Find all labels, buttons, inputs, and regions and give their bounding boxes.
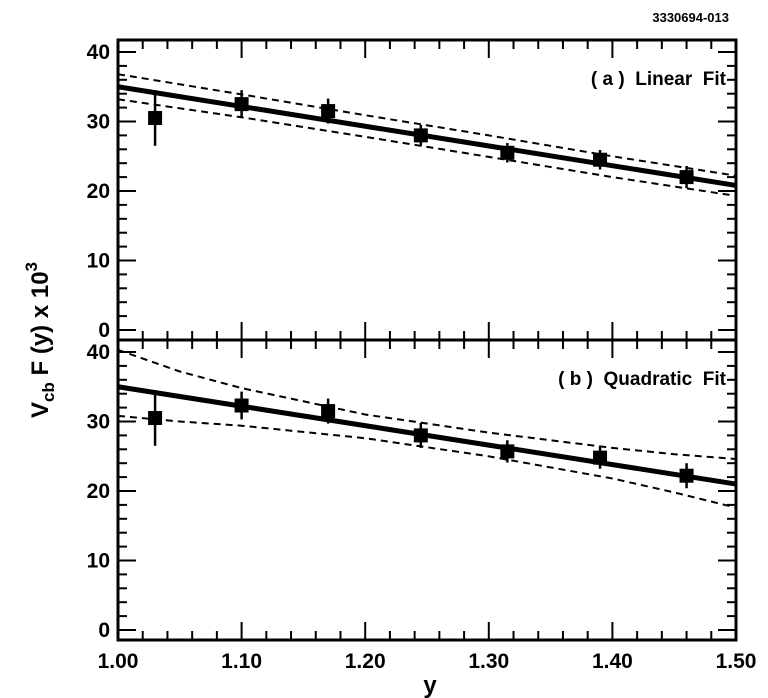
panel-b-data-point (234, 398, 249, 413)
y-axis-title-sub: cb (39, 382, 58, 402)
x-tick-label: 1.40 (592, 650, 633, 673)
panel-b-band-lower (117, 414, 737, 509)
panel-a-data-point (234, 97, 249, 112)
panel-a-linear-fit: 0 10 20 30 40 ( a ) Linear Fit (87, 38, 738, 342)
panel-b-y-tick-label: 30 (87, 411, 110, 434)
x-tick-label: 1.30 (468, 650, 509, 673)
panel-a-y-tick-label: 40 (87, 41, 110, 64)
panel-a-y-tick-label: 30 (87, 111, 110, 134)
y-axis-title: Vcb F (y) x 103 (22, 262, 58, 418)
panel-b-data-point (679, 468, 694, 483)
panel-a-data-point (593, 152, 608, 167)
y-axis-title-sup: 3 (22, 262, 41, 271)
panel-a-band-lower (117, 98, 737, 197)
x-axis-title: y (423, 672, 437, 698)
panel-a-label: ( a ) Linear Fit (591, 69, 727, 90)
panel-b-data-point (413, 428, 428, 443)
panel-a-band-upper (117, 73, 737, 177)
figure-id: 3330694-013 (652, 10, 729, 25)
panel-a-data-point (679, 170, 694, 185)
panel-a-y-tick-label: 10 (87, 250, 110, 273)
panel-b-y-tick-label: 10 (87, 550, 110, 573)
panel-a-data-point (148, 111, 163, 126)
panel-a-data-point (500, 145, 515, 160)
panel-b-label: ( b ) Quadratic Fit (558, 369, 727, 390)
panel-b-quadratic-fit: 0 10 20 30 40 1.00 1.10 1.20 1.30 1.40 1.50 ( b ) Q… (87, 338, 757, 673)
y-axis-title-rest: F (y) x 10 (27, 271, 54, 382)
x-tick-label: 1.20 (345, 650, 386, 673)
panel-b-data-point (148, 411, 163, 426)
x-tick-label: 1.50 (716, 650, 757, 673)
panel-a-y-tick-label: 0 (98, 319, 110, 342)
x-tick-label: 1.10 (221, 650, 262, 673)
panel-b-data-point (500, 444, 515, 459)
panel-a-data-point (321, 104, 336, 119)
panel-a-y-tick-label: 20 (87, 180, 110, 203)
panel-b-data-point (321, 404, 336, 419)
x-tick-label: 1.00 (98, 650, 139, 673)
panel-a-data-point (413, 128, 428, 143)
panel-b-y-tick-label: 20 (87, 480, 110, 503)
y-axis-title-v: V (27, 402, 54, 418)
panel-b-data-point (593, 450, 608, 465)
panel-b-y-tick-label: 40 (87, 341, 110, 364)
panel-b-band-upper (117, 348, 737, 460)
svg-text:Vcb F (y) x 103: Vcb F (y) x 103 (22, 262, 58, 418)
panel-b-y-tick-label: 0 (98, 619, 110, 642)
